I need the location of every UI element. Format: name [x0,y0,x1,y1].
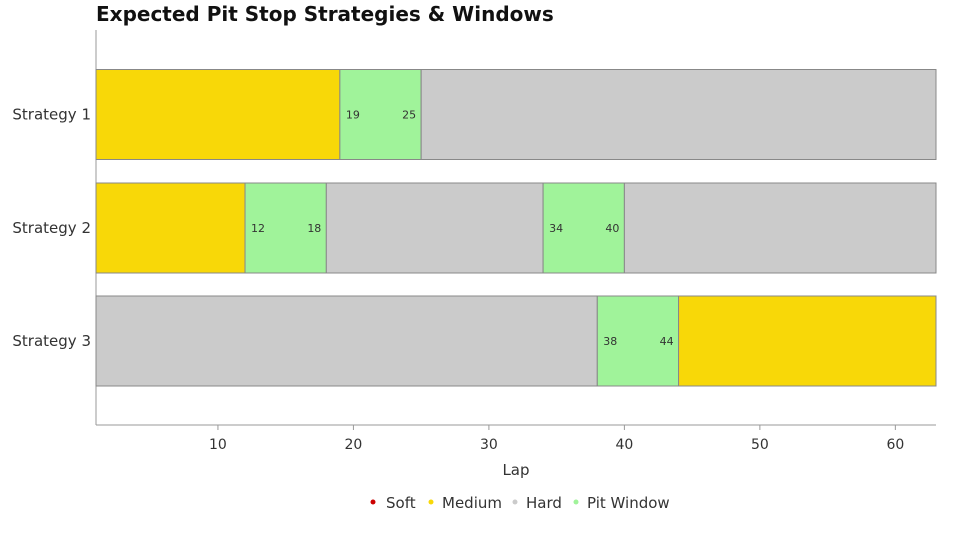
x-tick-label: 10 [209,437,227,453]
legend-pit-window-label: Pit Window [587,494,670,512]
x-ticks: 10 20 30 40 50 60 [209,425,904,453]
category-label: Strategy 2 [12,219,91,237]
legend-medium-marker [428,499,434,505]
window-start-label: 34 [549,222,563,235]
window-end-label: 44 [660,335,674,348]
x-tick-label: 30 [480,437,498,453]
chart-title: Expected Pit Stop Strategies & Windows [96,2,554,26]
medium-stint-bar [678,295,937,387]
legend-soft-label: Soft [386,494,416,512]
hard-stint-bar [420,69,937,160]
pit-window-bar [339,69,422,160]
medium-stint-bar [95,182,246,274]
bars: 19 25 12 18 34 40 38 44 [95,69,937,387]
window-end-label: 18 [307,222,321,235]
x-tick-label: 40 [615,437,633,453]
legend-medium-label: Medium [442,494,502,512]
category-label: Strategy 3 [12,332,91,350]
window-end-label: 25 [402,109,416,122]
legend-soft-marker [370,499,376,505]
legend-hard-marker [512,499,518,505]
hard-stint-bar [623,182,937,274]
medium-stint-bar [95,69,341,160]
legend-pit-window-marker [573,499,579,505]
window-end-label: 40 [605,222,619,235]
hard-stint-bar [325,182,544,274]
hard-stint-bar [95,295,598,387]
legend: Soft Medium Hard Pit Window [370,494,670,512]
category-labels: Strategy 1 Strategy 2 Strategy 3 [12,106,91,351]
x-tick-label: 60 [886,437,904,453]
pit-window-bar [244,182,327,274]
pit-window-bar [542,182,625,274]
window-start-label: 38 [603,335,617,348]
window-start-label: 12 [251,222,265,235]
window-start-label: 19 [346,109,360,122]
x-tick-label: 50 [751,437,769,453]
category-label: Strategy 1 [12,106,91,124]
pit-window-bar [596,295,680,387]
x-axis-title: Lap [502,461,529,479]
legend-hard-label: Hard [526,494,562,512]
x-tick-label: 20 [345,437,363,453]
